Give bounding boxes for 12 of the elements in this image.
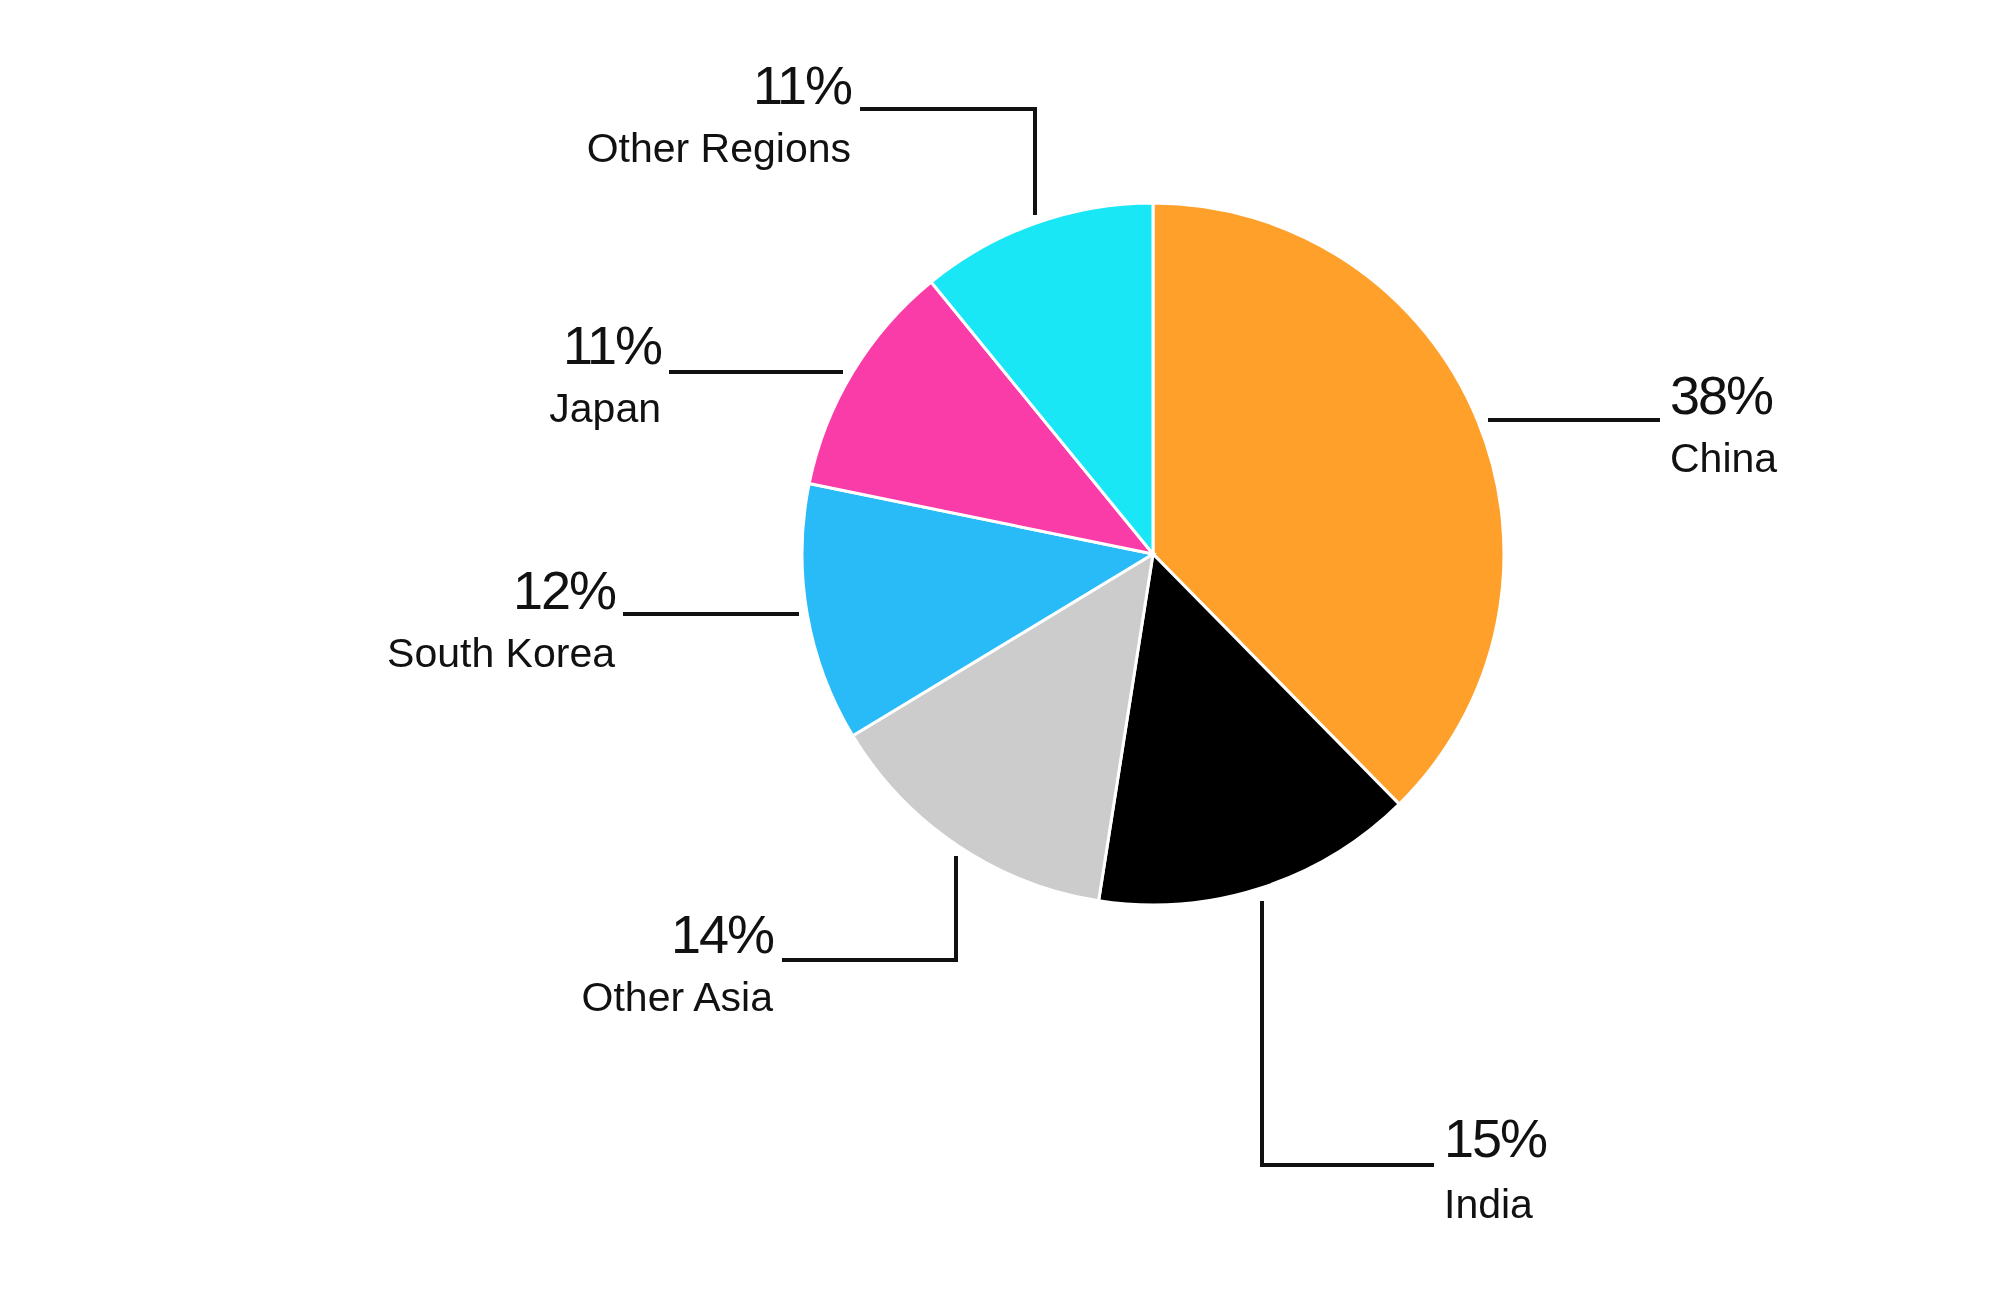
slice-label: Japan: [549, 384, 661, 431]
data-label: 15%: [1444, 1108, 1548, 1169]
slice-label: Other Regions: [586, 124, 851, 171]
data-label: 11%: [562, 315, 662, 376]
data-label: 12%: [512, 560, 616, 621]
data-label: 14%: [670, 904, 774, 965]
slice-label: India: [1444, 1180, 1534, 1227]
data-label: 11%: [752, 55, 852, 116]
slice-label: China: [1670, 434, 1778, 481]
slice-label: Other Asia: [581, 973, 774, 1020]
data-label: 38%: [1670, 365, 1774, 426]
slice-label: South Korea: [387, 629, 616, 676]
